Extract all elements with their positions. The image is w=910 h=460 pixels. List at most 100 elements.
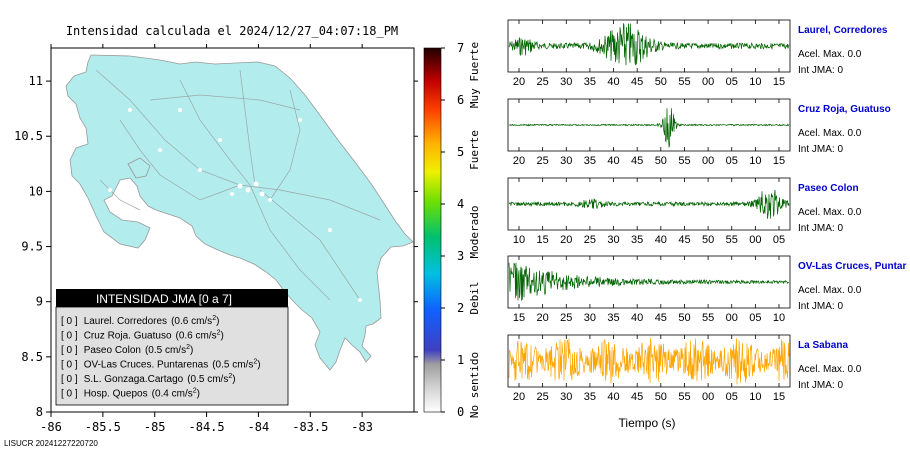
legend-row: [ 0 ] Hosp. Quepos (0.4 cm/s2) — [61, 388, 200, 400]
seismogram-tick-label: 45 — [631, 391, 643, 403]
accel-max-label: Acel. Max. 0.0 — [798, 128, 862, 139]
seismogram-tick-label: 35 — [607, 312, 619, 324]
seismogram-tick-label: 05 — [726, 76, 738, 88]
seismogram-tick-label: 05 — [726, 391, 738, 403]
accel-max-label: Acel. Max. 0.0 — [798, 49, 862, 60]
legend-row-station: Cruz Roja. Guatuso — [84, 331, 172, 342]
seismogram-tick-label: 10 — [773, 312, 785, 324]
map-y-tick-label: 11 — [29, 74, 43, 88]
colorbar-tick-label: 2 — [457, 301, 464, 315]
legend-rows: [ 0 ] Laurel. Corredores (0.6 cm/s2)[ 0 ] C… — [61, 315, 261, 400]
legend-row-value: [ 0 ] — [61, 316, 78, 327]
seismogram-tick-label: 05 — [726, 155, 738, 167]
legend-row-station: Paseo Colon — [84, 345, 141, 356]
seismogram-trace — [508, 262, 790, 301]
station-name: Cruz Roja, Guatuso — [798, 104, 891, 115]
seismogram-tick-label: 25 — [537, 391, 549, 403]
map-x-tick-label: -85 — [144, 420, 166, 434]
town-markers — [108, 108, 362, 302]
seismogram-tick-label: 40 — [631, 312, 643, 324]
seismogram-tick-label: 20 — [537, 312, 549, 324]
map-y-tick-label: 10 — [29, 184, 43, 198]
seismogram-tick-label: 05 — [773, 234, 785, 246]
jma-intensity-label: Int JMA: 0 — [798, 380, 843, 391]
footer-label: LISUCR 20241227220720 — [4, 439, 98, 448]
legend-row-accel: (0.5 cm/s — [145, 345, 186, 356]
legend-row-value: [ 0 ] — [61, 389, 78, 400]
seismogram-tick-label: 15 — [537, 234, 549, 246]
legend-row-accel: (0.4 cm/s — [152, 389, 193, 400]
seismogram-tick-label: 45 — [631, 155, 643, 167]
map-title: Intensidad calculada el 2024/12/27_04:07… — [66, 24, 398, 38]
seismogram-trace — [508, 189, 790, 219]
colorbar-tick-label: 7 — [457, 41, 464, 55]
seismogram-panel: 15 20 25 30 35 40 45 50 55 00 05 10 OV-Las Cruces, P… — [507, 255, 906, 324]
map-y-tick-label: 10.5 — [14, 129, 43, 143]
map-x-tick-label: -83.5 — [292, 420, 328, 434]
station-name: OV-Las Cruces, Puntar — [798, 261, 906, 272]
legend-row-close: ) — [232, 374, 235, 385]
map-x-axis: -86 -85.5 -85 -84.5 -84 -83.5 -83 — [40, 44, 373, 434]
seismogram-tick-label: 00 — [726, 312, 738, 324]
road-network — [95, 69, 381, 301]
legend-row-sup: 2 — [193, 388, 197, 395]
seismogram-tick-label: 25 — [560, 312, 572, 324]
colorbar-gradient — [423, 47, 442, 413]
station-name: La Sabana — [798, 340, 848, 351]
seismogram-tick-label: 30 — [560, 76, 572, 88]
legend-row: [ 0 ] Paseo Colon (0.5 cm/s2) — [61, 344, 193, 356]
map-y-axis: 11 10.5 10 9.5 9 8.5 8 — [14, 74, 418, 419]
seismogram-tick-label: 40 — [607, 155, 619, 167]
seismogram-tick-label: 30 — [560, 155, 572, 167]
legend-row-accel: (0.6 cm/s — [171, 316, 212, 327]
seismogram-tick-label: 20 — [560, 234, 572, 246]
seismogram-tick-label: 10 — [749, 391, 761, 403]
seismogram-tick-label: 15 — [773, 155, 785, 167]
colorbar-label: Moderado — [468, 206, 481, 259]
seismogram-tick-label: 50 — [655, 76, 667, 88]
legend-header: INTENSIDAD JMA [0 a 7] — [96, 292, 232, 306]
legend-row-station: Hosp. Quepos — [84, 389, 148, 400]
x-axis-label: Tiempo (s) — [619, 416, 676, 430]
legend-row-value: [ 0 ] — [61, 345, 78, 356]
station-name: Laurel, Corredores — [798, 25, 888, 36]
colorbar-label: Debil — [468, 281, 481, 314]
station-name: Paseo Colon — [798, 183, 859, 194]
seismogram-panel: 20 25 30 35 40 45 50 55 00 05 10 15 La Sabana Acel. M… — [507, 334, 862, 403]
seismogram-tick-label: 30 — [560, 391, 572, 403]
seismogram-tick-label: 20 — [513, 76, 525, 88]
seismogram-tick-label: 40 — [607, 391, 619, 403]
legend-row-sup: 2 — [228, 373, 232, 380]
accel-max-label: Acel. Max. 0.0 — [798, 207, 862, 218]
map-x-tick-label: -84.5 — [189, 420, 225, 434]
seismogram-tick-label: 20 — [513, 155, 525, 167]
seismogram-tick-label: 45 — [655, 312, 667, 324]
map-y-tick-label: 8.5 — [21, 350, 43, 364]
legend-row: [ 0 ] Laurel. Corredores (0.6 cm/s2) — [61, 315, 219, 327]
seismogram-tick-label: 00 — [702, 155, 714, 167]
seismogram-trace — [508, 337, 790, 385]
seismogram-tick-label: 20 — [513, 391, 525, 403]
legend-row-close: ) — [216, 316, 219, 327]
seismogram-tick-label: 25 — [584, 234, 596, 246]
legend-row-accel: (0.6 cm/s — [176, 331, 217, 342]
legend-row-close: ) — [257, 360, 260, 371]
seismogram-tick-label: 35 — [584, 76, 596, 88]
seismogram-tick-label: 10 — [749, 155, 761, 167]
seismogram-panel: 20 25 30 35 40 45 50 55 00 05 10 15 Cruz Roja, Guatu… — [507, 98, 891, 167]
seismogram-tick-label: 25 — [537, 155, 549, 167]
intensity-colorbar: 0 1 2 3 4 5 6 7 No sentido Debil Moderado Fuerte Mu… — [423, 41, 481, 419]
seismogram-tick-label: 55 — [678, 155, 690, 167]
seismogram-tick-label: 35 — [584, 391, 596, 403]
seismogram-tick-label: 25 — [537, 76, 549, 88]
seismogram-tick-label: 30 — [607, 234, 619, 246]
colorbar-label: Fuerte — [468, 130, 481, 170]
seismogram-tick-label: 45 — [678, 234, 690, 246]
colorbar-labels: No sentido Debil Moderado Fuerte Muy Fuerte — [468, 42, 481, 418]
legend-row-sup: 2 — [253, 359, 257, 366]
seismogram-panel: 10 15 20 25 30 35 40 45 50 55 00 05 Paseo Colon Acel.… — [507, 177, 862, 246]
legend-header-bar — [56, 289, 288, 307]
seismogram-tick-label: 15 — [513, 312, 525, 324]
legend-row-close: ) — [197, 389, 200, 400]
seismogram-tick-label: 40 — [655, 234, 667, 246]
